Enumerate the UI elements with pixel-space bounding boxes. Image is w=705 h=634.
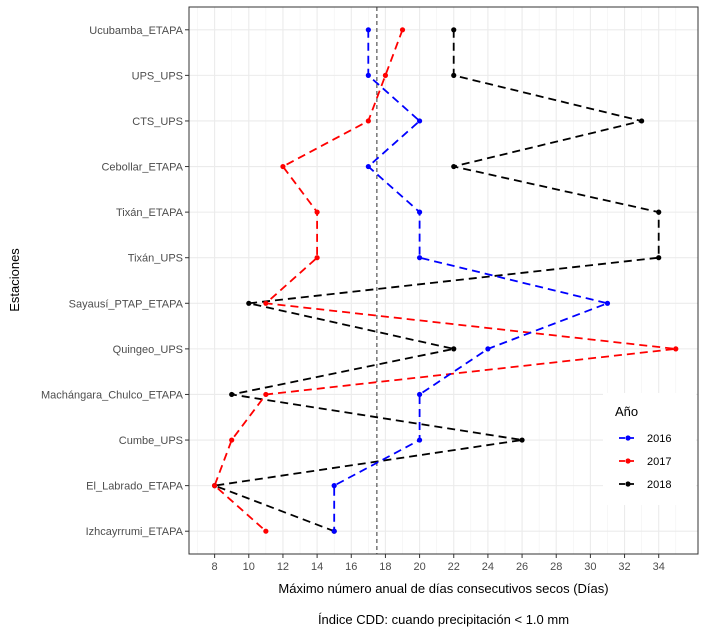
data-point-2016 [604,300,611,306]
legend-background [603,393,696,505]
data-point-2017 [263,300,269,306]
y-tick-label: Machángara_Chulco_ETAPA [41,389,184,401]
data-point-2016 [416,255,423,261]
y-tick-label: Izhcayrrumi_ETAPA [86,526,184,538]
data-point-2018 [451,72,457,78]
x-tick-label: 34 [653,561,665,573]
data-point-2016 [365,72,371,78]
legend-label: 2017 [647,456,671,468]
x-tick-label: 12 [277,561,289,573]
y-tick-label: El_Labrado_ETAPA [86,481,183,493]
data-point-2018 [656,209,662,215]
x-tick-label: 26 [516,561,528,573]
legend-label: 2016 [647,433,671,445]
x-axis: 8 10 12 14 16 18 20 22 24 26 28 30 32 34 [212,554,665,573]
y-tick-label: Ucubamba_ETAPA [89,25,183,37]
series-group [211,27,679,534]
x-tick-label: 8 [212,561,218,573]
x-tick-label: 32 [618,561,630,573]
data-point-2017 [229,437,235,443]
x-tick-label: 10 [243,561,255,573]
data-point-2017 [382,72,389,78]
legend-key-point [625,481,631,487]
legend-items: 2016 2017 2018 [619,433,671,491]
data-point-2018 [246,300,252,306]
data-point-2016 [365,27,371,33]
data-point-2016 [485,346,491,352]
data-point-2018 [519,437,525,443]
y-axis-title: Estaciones [7,248,22,312]
data-point-2016 [365,163,371,170]
data-point-2018 [451,163,457,170]
chart-caption: Índice CDD: cuando precipitación < 1.0 m… [318,612,569,627]
data-point-2018 [229,391,235,398]
y-tick-label: Quingeo_UPS [113,344,183,356]
data-point-2016 [416,437,423,443]
data-point-2017 [365,118,371,124]
x-axis-title: Máximo número anual de días consecutivos… [278,581,608,596]
x-tick-label: 14 [311,561,323,573]
panel-border [188,6,699,555]
x-tick-label: 16 [345,561,357,573]
y-tick-label: Cumbe_UPS [119,435,183,447]
x-tick-label: 22 [448,561,460,573]
data-point-2016 [416,391,423,398]
data-point-2017 [314,209,320,215]
y-axis: Ucubamba_ETAPA UPS_UPS CTS_UPS Cebollar_ETA… [41,25,189,538]
data-point-2016 [331,483,337,489]
data-point-2017 [212,483,218,489]
legend-label: 2018 [647,479,671,491]
data-point-2018 [451,346,457,352]
data-point-2018 [639,118,645,124]
data-point-2017 [263,528,269,534]
data-point-2018 [656,255,662,261]
x-tick-label: 30 [584,561,596,573]
legend-key-point [625,435,631,441]
y-tick-label: CTS_UPS [132,116,183,128]
legend-title: Año [615,404,638,419]
y-tick-label: Cebollar_ETAPA [101,162,183,174]
legend: Año 2016 2017 2018 [603,393,696,505]
series-line-2017 [213,29,676,532]
data-point-2016 [416,209,423,215]
x-tick-label: 20 [413,561,425,573]
y-tick-label: Tixán_UPS [128,253,183,265]
x-tick-label: 18 [379,561,391,573]
y-tick-label: Tixán_ETAPA [116,207,184,219]
data-point-2018 [451,27,457,33]
data-point-2016 [416,118,423,124]
data-point-2017 [399,27,406,33]
data-point-2017 [314,255,320,261]
x-tick-label: 28 [550,561,562,573]
x-tick-label: 24 [482,561,494,573]
data-point-2017 [280,163,286,170]
data-point-2017 [263,391,269,398]
y-tick-label: UPS_UPS [132,70,183,82]
y-tick-label: Sayausí_PTAP_ETAPA [69,298,184,310]
data-point-2016 [331,528,337,534]
series-line-2016 [333,29,611,532]
data-point-2017 [673,346,679,352]
grid-minor [197,7,677,554]
legend-key-point [625,458,631,464]
